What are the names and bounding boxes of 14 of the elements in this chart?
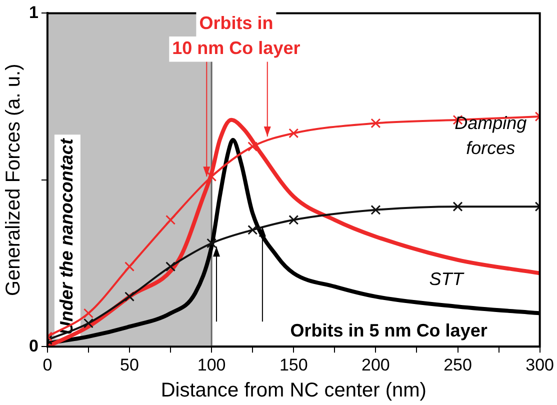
- annotation: STT: [429, 268, 466, 289]
- x-tick-label: 250: [444, 355, 472, 374]
- x-tick-label: 150: [279, 355, 308, 374]
- x-tick-label: 200: [362, 355, 390, 374]
- x-tick-label: 100: [197, 355, 226, 374]
- x-tick-label: 300: [526, 355, 554, 374]
- x-tick-label: 0: [42, 355, 52, 374]
- annotation: Damping forces: [454, 112, 527, 158]
- x-axis-title: Distance from NC center (nm): [160, 380, 426, 402]
- annotation: Orbits in 10 nm Co layer: [172, 12, 300, 58]
- y-tick-label: 1: [28, 2, 38, 22]
- y-axis-title: Generalized Forces (a. u.): [2, 64, 25, 296]
- x-tick-label: 50: [120, 355, 139, 374]
- annotation: Orbits in 5 nm Co layer: [290, 320, 488, 341]
